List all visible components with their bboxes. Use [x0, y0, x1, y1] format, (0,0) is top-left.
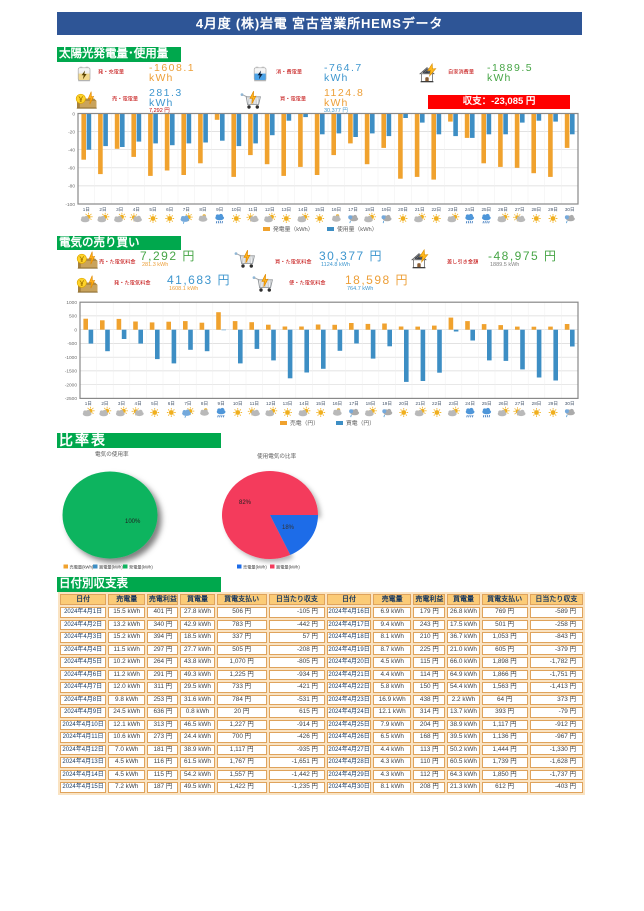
- svg-text:17日: 17日: [349, 401, 359, 407]
- svg-text:発電量(kWh): 発電量(kWh): [129, 563, 153, 570]
- svg-text:使用電気の比率: 使用電気の比率: [257, 452, 297, 460]
- svg-text:4日: 4日: [133, 207, 140, 213]
- svg-text:23日: 23日: [448, 207, 458, 213]
- svg-text:発電量（kWh）: 発電量（kWh）: [273, 225, 314, 233]
- svg-text:3日: 3日: [116, 207, 123, 213]
- svg-text:16日: 16日: [332, 401, 342, 407]
- svg-text:4日: 4日: [135, 401, 142, 407]
- svg-text:24日: 24日: [465, 401, 475, 407]
- svg-text:28日: 28日: [532, 401, 542, 407]
- svg-text:2日: 2日: [101, 401, 108, 407]
- svg-text:17日: 17日: [348, 207, 358, 213]
- svg-text:3日: 3日: [118, 401, 125, 407]
- svg-text:28日: 28日: [531, 207, 541, 213]
- svg-text:21日: 21日: [415, 207, 425, 213]
- svg-text:24日: 24日: [465, 207, 475, 213]
- svg-text:22日: 22日: [432, 401, 442, 407]
- svg-text:26日: 26日: [498, 401, 508, 407]
- svg-text:19日: 19日: [382, 401, 392, 407]
- svg-text:-1000: -1000: [65, 355, 78, 361]
- svg-text:-20: -20: [68, 129, 75, 135]
- svg-text:18日: 18日: [365, 207, 375, 213]
- svg-text:買電（円）: 買電（円）: [346, 420, 375, 427]
- svg-text:20日: 20日: [398, 207, 408, 213]
- svg-text:-2000: -2000: [65, 383, 78, 389]
- svg-text:-1500: -1500: [65, 369, 78, 375]
- svg-text:13日: 13日: [281, 207, 291, 213]
- svg-text:使用量（kWh）: 使用量（kWh）: [337, 225, 378, 233]
- svg-text:27日: 27日: [515, 401, 525, 407]
- svg-text:-2500: -2500: [65, 396, 78, 402]
- svg-text:22日: 22日: [431, 207, 441, 213]
- svg-text:29日: 29日: [548, 401, 558, 407]
- svg-text:6日: 6日: [166, 207, 173, 213]
- svg-text:14日: 14日: [299, 401, 309, 407]
- svg-text:18%: 18%: [282, 525, 295, 531]
- svg-text:27日: 27日: [515, 207, 525, 213]
- svg-text:21日: 21日: [415, 401, 425, 407]
- svg-text:30日: 30日: [565, 401, 575, 407]
- svg-text:売電量(kWh): 売電量(kWh): [70, 563, 94, 570]
- svg-text:19日: 19日: [381, 207, 391, 213]
- svg-text:売電量(kWh): 売電量(kWh): [243, 563, 267, 570]
- svg-text:9日: 9日: [218, 401, 225, 407]
- svg-text:11日: 11日: [248, 207, 257, 213]
- svg-text:-40: -40: [68, 148, 75, 154]
- svg-text:500: 500: [69, 314, 77, 320]
- svg-text:7日: 7日: [183, 207, 190, 213]
- svg-text:18日: 18日: [366, 401, 376, 407]
- svg-text:電気の使用率: 電気の使用率: [95, 450, 129, 458]
- svg-text:8日: 8日: [201, 401, 208, 407]
- svg-text:5日: 5日: [149, 207, 156, 213]
- svg-text:100%: 100%: [125, 519, 141, 525]
- svg-text:10日: 10日: [231, 207, 241, 213]
- svg-text:23日: 23日: [449, 401, 459, 407]
- svg-text:12日: 12日: [265, 207, 275, 213]
- svg-text:7日: 7日: [184, 401, 191, 407]
- svg-text:29日: 29日: [548, 207, 558, 213]
- svg-text:2日: 2日: [99, 207, 106, 213]
- svg-text:8日: 8日: [199, 207, 206, 213]
- svg-text:5日: 5日: [151, 401, 158, 407]
- svg-text:25日: 25日: [481, 207, 491, 213]
- svg-text:1日: 1日: [85, 401, 92, 407]
- svg-text:買電量(kWh): 買電量(kWh): [276, 563, 300, 570]
- svg-text:6日: 6日: [168, 401, 175, 407]
- svg-text:16日: 16日: [331, 207, 341, 213]
- svg-text:-100: -100: [65, 202, 75, 208]
- svg-text:1日: 1日: [83, 207, 90, 213]
- svg-text:売電（円）: 売電（円）: [290, 419, 319, 427]
- svg-text:11日: 11日: [250, 401, 259, 407]
- svg-text:12日: 12日: [266, 401, 276, 407]
- svg-text:82%: 82%: [239, 500, 252, 506]
- svg-text:-60: -60: [68, 166, 75, 172]
- svg-text:13日: 13日: [283, 401, 293, 407]
- svg-text:26日: 26日: [498, 207, 508, 213]
- svg-text:0: 0: [72, 111, 75, 117]
- svg-text:14日: 14日: [298, 207, 308, 213]
- svg-text:-80: -80: [68, 184, 75, 190]
- svg-text:15日: 15日: [315, 207, 325, 213]
- svg-text:25日: 25日: [482, 401, 492, 407]
- svg-text:30日: 30日: [565, 207, 575, 213]
- svg-text:10日: 10日: [233, 401, 243, 407]
- svg-text:買電量(kWh): 買電量(kWh): [99, 563, 123, 570]
- svg-text:9日: 9日: [216, 207, 223, 213]
- svg-text:15日: 15日: [316, 401, 326, 407]
- svg-text:-500: -500: [67, 341, 77, 347]
- svg-text:0: 0: [74, 328, 77, 334]
- svg-text:20日: 20日: [399, 401, 409, 407]
- svg-text:1000: 1000: [66, 300, 77, 306]
